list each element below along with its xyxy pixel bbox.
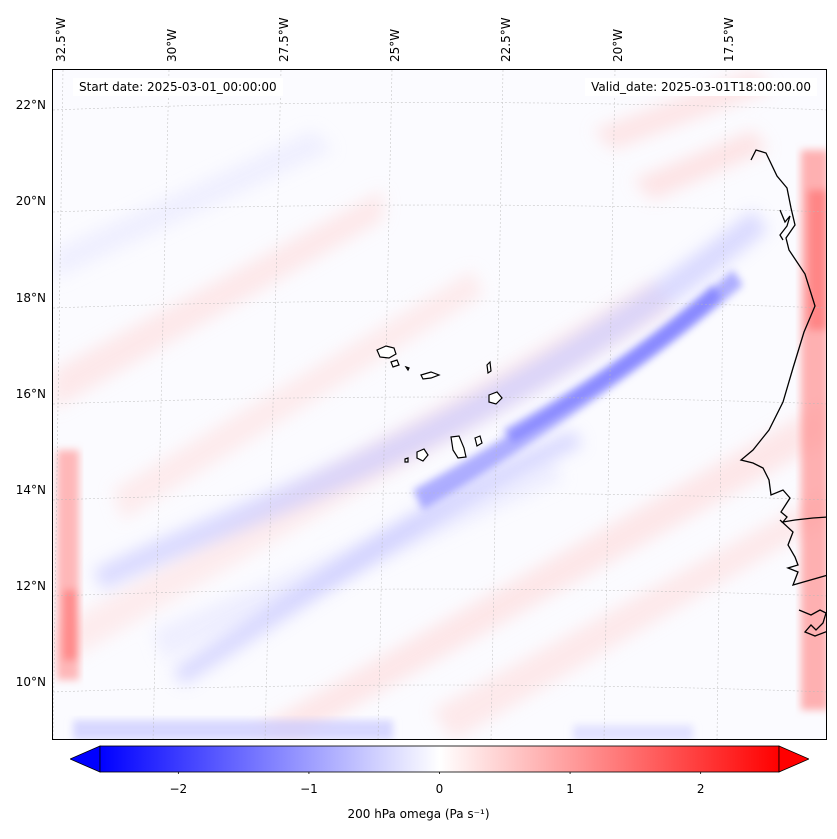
lat-label-14n: 14°N (15, 483, 46, 497)
start-date-label: Start date: 2025-03-01_00:00:00 (73, 78, 283, 96)
lat-label-16n: 16°N (15, 387, 46, 401)
bottom-blue-strip (73, 720, 693, 739)
ascent-band (93, 210, 768, 685)
background-omega-pattern (53, 70, 826, 739)
lat-label-10n: 10°N (15, 675, 46, 689)
lon-label-25w: 25°W (388, 28, 402, 62)
lat-label-20n: 20°N (15, 194, 46, 208)
lon-label-30w: 30°W (165, 28, 179, 62)
island-fogo (416, 448, 429, 462)
island-santa-luzia (404, 365, 410, 372)
graticule (53, 70, 826, 739)
colorbar-graphic (68, 745, 811, 774)
colorbar-tick-label: 1 (566, 782, 574, 796)
map-panel (52, 69, 827, 740)
island-sal (486, 360, 492, 375)
lat-label-22n: 22°N (15, 98, 46, 112)
island-brava (404, 457, 409, 463)
colorbar-low-extend (68, 745, 101, 773)
colorbar-body (99, 745, 780, 773)
colorbar-tick-label: −1 (300, 782, 318, 796)
valid-date-label: Valid_date: 2025-03-01T18:00:00.00 (585, 78, 817, 96)
island-santo-antao (376, 345, 397, 359)
lat-label-18n: 18°N (15, 291, 46, 305)
lon-label-17-5w: 17.5°W (722, 17, 736, 62)
island-boa-vista (488, 391, 503, 405)
lon-label-20w: 20°W (611, 28, 625, 62)
island-maio (474, 435, 483, 447)
island-sao-vicente (390, 359, 400, 368)
omega-field-map (53, 70, 826, 739)
right-edge-red-stripe (801, 150, 826, 710)
colorbar-high-extend (778, 745, 811, 773)
cabo-verde-islands (376, 345, 503, 463)
island-sao-nicolau (420, 371, 441, 380)
west-africa-coastline (739, 149, 826, 637)
lon-label-27-5w: 27.5°W (277, 17, 291, 62)
lat-label-12n: 12°N (15, 579, 46, 593)
colorbar-tick-label: −2 (169, 782, 188, 796)
colorbar-tick-label: 0 (435, 782, 444, 796)
colorbar-tick-label: 2 (696, 782, 705, 796)
colorbar (68, 744, 811, 774)
island-santiago (450, 435, 467, 459)
colorbar-label: 200 hPa omega (Pa s⁻¹) (347, 807, 490, 821)
lon-label-32-5w: 32.5°W (54, 17, 68, 62)
lon-label-22-5w: 22.5°W (499, 17, 513, 62)
left-edge-red-stripe (57, 450, 79, 680)
